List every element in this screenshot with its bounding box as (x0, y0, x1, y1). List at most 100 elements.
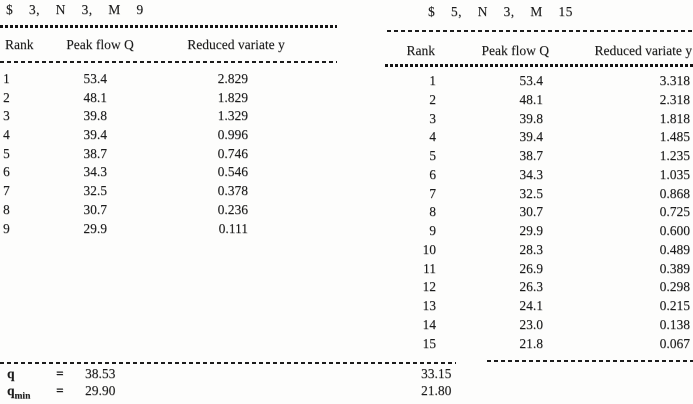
rank-cell: 12 (422, 279, 437, 295)
rank-cell: 1 (3, 71, 10, 86)
rank-cell: 8 (429, 204, 436, 220)
right-header-peak-flow: Peak flow Q (481, 43, 550, 58)
right-table-rows: 1 53.4 3.318 2 48.1 2.318 3 39.8 1.818 4 39.4 1.… (385, 72, 693, 353)
reduced-variate-cell: 1.035 (659, 166, 690, 182)
peak-flow-cell: 32.5 (83, 183, 107, 199)
reduced-variate-cell: 0.996 (217, 127, 248, 143)
rank-cell: 3 (3, 108, 10, 124)
table-row: 5 38.7 1.235 (385, 147, 693, 166)
reduced-variate-cell: 1.485 (659, 129, 690, 145)
right-mean-value: 33.15 (421, 366, 452, 381)
rank-cell: 2 (3, 89, 10, 105)
peak-flow-cell: 29.9 (519, 223, 543, 238)
reduced-variate-cell: 0.215 (659, 298, 690, 313)
table-row: 4 39.4 1.485 (385, 128, 693, 147)
reduced-variate-cell: 0.600 (659, 223, 690, 238)
peak-flow-cell: 21.8 (519, 335, 543, 351)
rank-cell: 4 (429, 129, 436, 145)
rank-cell: 10 (422, 241, 437, 257)
right-table-top-rule (387, 30, 693, 32)
table-row: 3 39.8 1.818 (385, 110, 693, 129)
rank-cell: 14 (422, 316, 437, 332)
left-header-reduced-variate: Reduced variate y (187, 37, 285, 52)
reduced-variate-cell: 0.746 (217, 145, 248, 161)
reduced-variate-cell: 0.489 (659, 241, 690, 257)
rank-cell: 15 (422, 335, 437, 351)
reduced-variate-cell: 2.318 (659, 91, 690, 107)
right-header-reduced-variate: Reduced variate y (594, 43, 692, 58)
reduced-variate-cell: 0.389 (659, 260, 690, 276)
q-min-line: qmin = 29.90 (3, 382, 173, 402)
peak-flow-cell: 38.7 (519, 148, 543, 163)
table-row: 7 32.5 0.378 (0, 182, 338, 201)
rank-cell: 13 (422, 298, 437, 313)
table-row: 1 53.4 3.318 (385, 72, 693, 91)
reduced-variate-cell: 0.298 (659, 279, 690, 295)
peak-flow-cell: 23.0 (519, 316, 543, 332)
reduced-variate-cell: 0.378 (217, 183, 248, 199)
table-row: 6 34.3 1.035 (385, 166, 693, 185)
peak-flow-cell: 24.1 (519, 298, 543, 313)
left-table-rows: 1 53.4 2.829 2 48.1 1.829 3 39.8 1.329 4 39.4 0.… (0, 70, 338, 238)
peak-flow-cell: 30.7 (519, 204, 543, 220)
peak-flow-cell: 29.9 (83, 220, 107, 236)
peak-flow-cell: 38.7 (83, 145, 107, 161)
q-min-value: 29.90 (85, 383, 116, 398)
rank-cell: 5 (3, 145, 10, 161)
table-row: 4 39.4 0.996 (0, 126, 338, 145)
reduced-variate-cell: 0.236 (217, 201, 248, 217)
right-min-value: 21.80 (421, 383, 452, 398)
peak-flow-cell: 39.4 (519, 129, 543, 145)
reduced-variate-cell: 1.829 (217, 89, 248, 105)
peak-flow-cell: 48.1 (83, 89, 107, 105)
peak-flow-cell: 28.3 (519, 241, 543, 257)
table-row: 6 34.3 0.546 (0, 163, 338, 182)
bottom-rule-left-segment (0, 362, 456, 364)
left-table-header: Rank Peak flow Q Reduced variate y (0, 37, 338, 53)
reduced-variate-cell: 2.829 (217, 71, 248, 86)
table-row: 5 38.7 0.746 (0, 145, 338, 164)
peak-flow-cell: 30.7 (83, 201, 107, 217)
peak-flow-cell: 39.8 (83, 108, 107, 124)
q-mean-value: 38.53 (85, 366, 116, 381)
rank-cell: 9 (429, 223, 436, 238)
q-symbol: q (7, 383, 15, 398)
right-header-rank: Rank (406, 43, 436, 58)
left-header-peak-flow: Peak flow Q (66, 37, 134, 52)
q-mean-label: q (3, 365, 54, 382)
table-row: 13 24.1 0.215 (385, 297, 693, 316)
q-symbol: q (7, 366, 15, 381)
reduced-variate-cell: 3.318 (659, 73, 690, 88)
min-subscript: min (14, 391, 31, 402)
table-row: 12 26.3 0.298 (385, 278, 693, 297)
reduced-variate-cell: 0.725 (659, 204, 690, 220)
peak-flow-cell: 53.4 (519, 73, 543, 88)
reduced-variate-cell: 1.329 (217, 108, 248, 124)
summary-left: q = 38.53 qmin = 29.90 (3, 365, 173, 402)
equals-sign: = (56, 383, 64, 398)
rank-cell: 8 (3, 201, 10, 217)
table-row: 1 53.4 2.829 (0, 70, 338, 89)
rank-cell: 6 (3, 164, 10, 180)
table-row: 15 21.8 0.067 (385, 335, 693, 354)
table-row: 10 28.3 0.489 (385, 241, 693, 260)
rank-cell: 4 (3, 127, 10, 143)
equals-sign: = (56, 366, 64, 381)
left-table-top-rule (0, 25, 337, 28)
rank-cell: 1 (429, 73, 436, 88)
reduced-variate-cell: 1.818 (659, 110, 690, 126)
reduced-variate-cell: 0.111 (218, 220, 248, 236)
table-row: 2 48.1 1.829 (0, 89, 338, 108)
bottom-rule-right-segment (487, 360, 693, 362)
reduced-variate-cell: 0.138 (659, 316, 690, 332)
left-header-rank: Rank (5, 37, 34, 52)
rank-cell: 9 (3, 220, 10, 236)
q-mean-line: q = 38.53 (3, 365, 173, 382)
rank-cell: 7 (429, 185, 436, 201)
rank-cell: 11 (423, 260, 436, 276)
reduced-variate-cell: 0.067 (659, 335, 690, 351)
right-table-title: $ 5, N 3, M 15 (428, 4, 573, 19)
table-row: 7 32.5 0.868 (385, 185, 693, 204)
rank-cell: 3 (429, 110, 436, 126)
